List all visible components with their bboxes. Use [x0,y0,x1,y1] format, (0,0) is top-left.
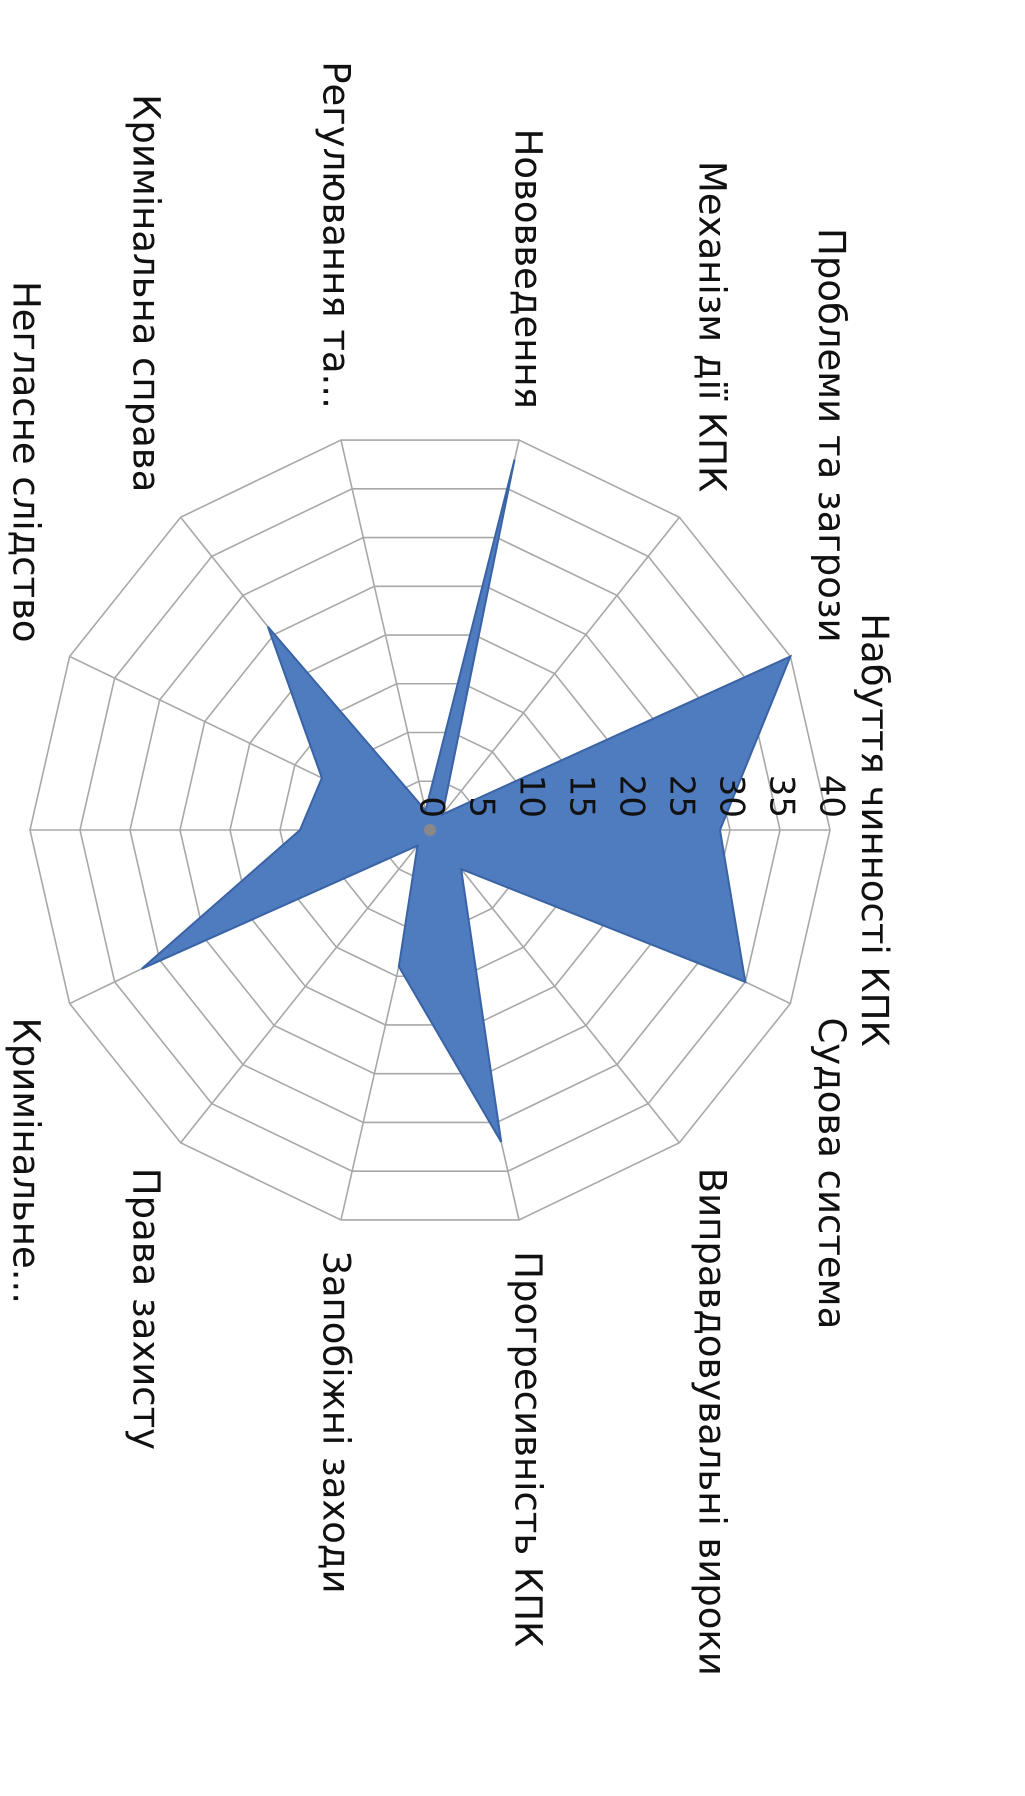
category-label: Кримінальна справа [124,94,167,492]
radar-series [141,459,793,1143]
category-label: Досудове слідство [0,648,5,1013]
radar-tick-labels: 0 5 10 15 20 25 30 35 40 [412,775,852,818]
category-label: Нововведення [507,129,550,409]
category-label: Прогресивність КПК [507,1251,550,1647]
tick-label: 15 [562,775,602,818]
category-label: Регулювання та... [314,61,357,409]
tick-label: 25 [662,775,702,818]
radar-chart-body: 0 5 10 15 20 25 30 35 40 Набуття чинності КПКСуд… [0,61,896,1676]
category-label: Виправдовувальні вироки [690,1168,733,1676]
grid-spoke [429,829,681,1144]
grid-spoke [429,516,681,831]
category-label: Негласне слідство [5,281,48,643]
category-label: Проблеми та загрози [810,228,853,643]
grid-spoke [179,829,431,1144]
category-label: Запобіжні заходи [314,1251,357,1593]
category-label: Права захисту [124,1168,167,1450]
category-label: Кримінальне... [5,1017,48,1304]
category-label: Набуття чинності КПК [853,613,896,1047]
tick-label: 30 [712,775,752,818]
category-label: Судова система [810,1017,853,1329]
tick-label: 40 [812,775,852,818]
tick-label: 10 [512,775,552,818]
tick-label: 20 [612,775,652,818]
tick-label: 35 [762,775,802,818]
category-label: Механізм дії КПК [690,161,733,492]
tick-label: 0 [412,796,452,818]
tick-label: 5 [462,796,502,818]
center-dot [424,824,436,836]
grid-spoke [340,439,431,831]
